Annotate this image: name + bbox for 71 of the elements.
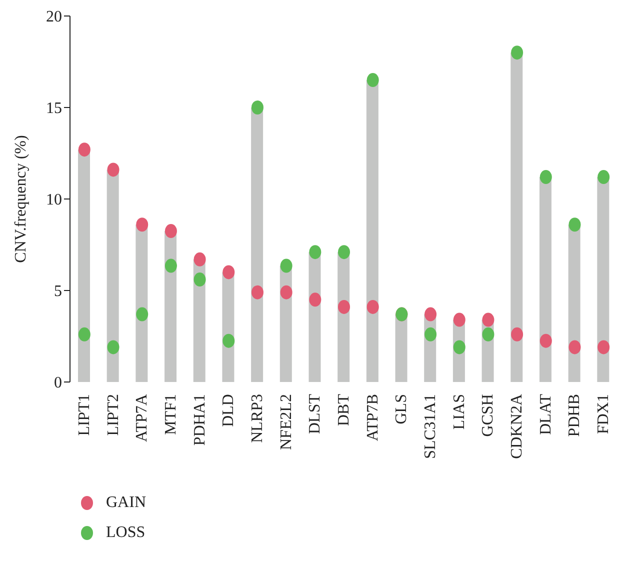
bar bbox=[597, 177, 610, 382]
point bbox=[511, 46, 524, 60]
point bbox=[194, 252, 206, 266]
point bbox=[338, 245, 350, 260]
point bbox=[222, 265, 235, 280]
x-tick-label: NFE2L2 bbox=[278, 394, 295, 450]
y-tick-label: 0 bbox=[54, 374, 62, 392]
y-tick-label: 10 bbox=[46, 192, 62, 209]
legend-label: GAIN bbox=[106, 493, 146, 513]
point bbox=[424, 307, 437, 322]
point bbox=[424, 327, 437, 342]
legend-label: LOSS bbox=[106, 523, 146, 543]
bar bbox=[539, 177, 552, 382]
point bbox=[482, 327, 494, 342]
y-tick-label: 20 bbox=[46, 8, 62, 26]
x-tick-label: PDHA1 bbox=[191, 394, 208, 446]
x-tick-label: DLAT bbox=[537, 394, 554, 435]
x-tick-label: ATP7B bbox=[364, 394, 382, 442]
point bbox=[366, 73, 379, 88]
point bbox=[482, 312, 494, 327]
point bbox=[280, 258, 292, 273]
point bbox=[309, 292, 322, 307]
point bbox=[338, 300, 350, 314]
y-tick-label: 15 bbox=[46, 100, 62, 118]
x-tick-label: DLD bbox=[220, 394, 238, 427]
point bbox=[540, 334, 552, 348]
x-tick-label: LIPT2 bbox=[104, 394, 122, 436]
x-tick-label: MTF1 bbox=[162, 394, 180, 435]
point bbox=[107, 162, 120, 177]
y-axis-title: CNV.frequency (%) bbox=[12, 135, 30, 263]
point bbox=[136, 218, 148, 232]
x-tick-label: GLS bbox=[393, 394, 410, 424]
point bbox=[194, 272, 206, 287]
bar bbox=[78, 150, 90, 382]
point bbox=[568, 218, 581, 232]
point bbox=[78, 327, 90, 342]
x-tick-label: CDKN2A bbox=[508, 394, 526, 459]
point bbox=[222, 334, 235, 348]
point bbox=[251, 285, 264, 300]
point bbox=[280, 285, 292, 300]
bar bbox=[251, 108, 264, 382]
x-tick-label: LIPT1 bbox=[76, 394, 93, 436]
x-tick-label: DBT bbox=[336, 394, 352, 426]
x-tick-label: PDHB bbox=[566, 394, 584, 437]
point bbox=[107, 340, 120, 354]
point bbox=[453, 340, 466, 354]
point bbox=[164, 258, 177, 273]
point bbox=[136, 307, 148, 322]
x-tick-label: SLC31A1 bbox=[422, 394, 440, 459]
x-tick-label: NLRP3 bbox=[248, 394, 266, 443]
point bbox=[568, 340, 581, 354]
bar bbox=[510, 52, 523, 382]
point bbox=[598, 170, 610, 184]
point bbox=[598, 340, 610, 354]
point bbox=[251, 100, 264, 114]
x-tick-label: LIAS bbox=[450, 394, 468, 430]
point bbox=[453, 312, 466, 327]
point bbox=[164, 224, 177, 238]
bar bbox=[395, 314, 408, 382]
point bbox=[511, 327, 524, 342]
point bbox=[366, 300, 379, 314]
x-tick-label: ATP7A bbox=[134, 394, 151, 442]
bar bbox=[366, 80, 378, 382]
point bbox=[78, 142, 90, 157]
point bbox=[309, 245, 322, 260]
point bbox=[540, 170, 552, 184]
x-tick-label: FDX1 bbox=[595, 394, 612, 434]
x-tick-label: GCSH bbox=[480, 394, 497, 437]
x-tick-label: DLST bbox=[306, 394, 324, 434]
bar bbox=[106, 170, 119, 382]
y-tick-label: 5 bbox=[54, 283, 62, 300]
